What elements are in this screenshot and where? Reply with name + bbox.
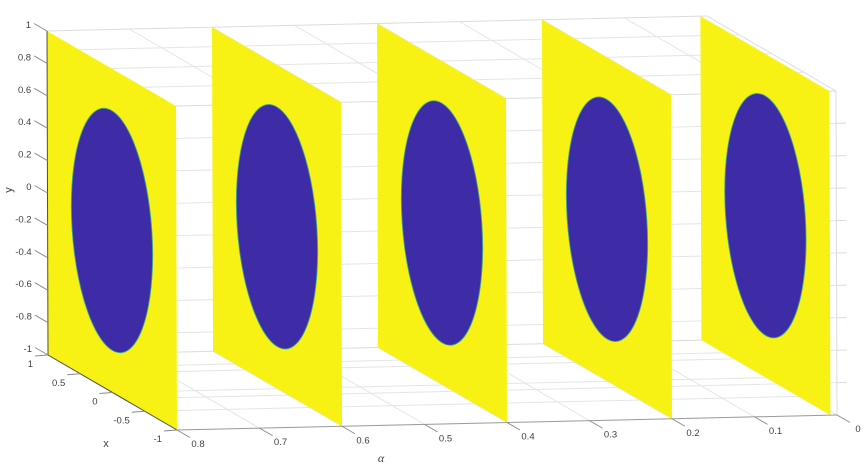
y-tick-label: 0.8 [18,52,31,63]
x-tick-label: -1 [154,434,162,445]
slice-plane-group [212,27,342,427]
alpha-tick-label: 0.2 [686,428,699,439]
slice-disk [71,87,153,374]
y-tick-label: -0.8 [16,312,32,323]
y-axis-tick [34,347,49,356]
alpha-axis-label: α [378,451,385,465]
x-tick-label: 0 [92,397,97,408]
y-axis-tick [33,87,48,97]
slice-disk [566,76,648,363]
axes: 1 0.8 0.6 0.4 0.2 0 -0.2 -0.4 -0.6 -0.8 -1 y 1 0.5 0 -0… [3,20,861,465]
alpha-axis-tick [836,414,851,423]
slice-plane-group [700,16,831,416]
slice-disk [236,83,318,370]
x-axis-tick [131,410,145,413]
slice-plane-group [47,31,177,430]
y-tick-label: -0.6 [15,279,31,290]
alpha-tick-label: 0.4 [521,432,534,443]
alpha-tick-label: 0.3 [604,430,617,441]
x-axis-tick [99,392,113,394]
alpha-axis-tick [341,425,356,435]
y-axis-tick [33,23,48,32]
y-axis-tick [34,152,48,162]
y-axis-tick [33,55,48,64]
box-edge-ceiling-right [706,15,837,92]
slice-disk [724,72,806,359]
alpha-axis-tick [671,418,686,427]
x-axis-label: x [103,438,109,450]
alpha-tick-label: 0.8 [191,439,204,450]
y-axis-tick [34,282,49,291]
y-axis-tick [34,217,48,226]
slice-planes [47,16,831,430]
x-axis-tick [34,354,49,357]
y-axis-tick [34,314,49,324]
grid-line-wall [176,382,837,399]
y-tick-label: 1 [26,20,31,31]
alpha-tick-label: 0.5 [439,433,452,444]
y-tick-label: -0.2 [15,214,31,225]
y-tick-label: -1 [24,344,32,355]
y-axis-tick [34,185,48,194]
slice-disk [401,79,483,366]
x-tick-label: 1 [28,359,33,370]
alpha-axis-tick [589,420,603,429]
alpha-axis-tick [176,429,191,438]
y-axis-tick [34,120,48,129]
y-tick-label: 0.4 [18,117,31,128]
y-tick-label: -0.4 [15,247,31,258]
alpha-axis-tick [259,427,273,437]
y-tick-label: 0.2 [18,150,31,161]
x-tick-label: -0.5 [113,415,129,426]
alpha-axis-tick [754,416,768,425]
x-tick-label: 0.5 [52,378,65,389]
alpha-axis-tick [506,422,521,431]
x-axis-tick [163,429,178,432]
alpha-tick-label: 0.1 [769,426,782,437]
x-axis-tick [67,373,81,376]
slice-plane-group [542,19,672,419]
alpha-axis-tick [424,423,438,433]
alpha-tick-label: 0.7 [274,437,287,448]
slice-plane-group [377,23,507,423]
alpha-tick-label: 0 [855,424,860,435]
alpha-tick-label: 0.6 [356,435,369,446]
y-tick-label: 0.6 [18,85,31,96]
y-tick-label: 0 [26,182,31,193]
y-axis-label: y [3,187,15,193]
y-axis-tick [34,249,48,259]
